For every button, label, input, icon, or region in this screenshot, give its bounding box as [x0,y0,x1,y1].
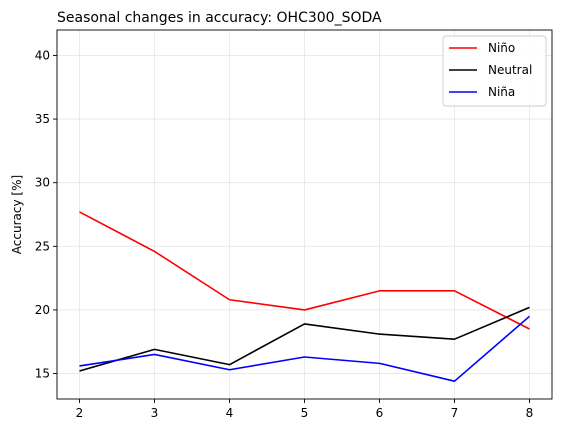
legend: Niño Neutral Niña [442,35,547,107]
x-tick-label: 4 [226,406,234,420]
y-tick-label: 40 [35,48,50,62]
x-tick-label: 2 [76,406,84,420]
chart-title: Seasonal changes in accuracy: OHC300_SOD… [57,10,382,26]
y-tick-label: 15 [35,367,50,381]
x-tick-label: 7 [451,406,459,420]
series-line-neutral [79,306,530,372]
series-lines [79,211,531,382]
legend-label-nino: Niño [488,41,515,55]
x-tick-label: 5 [301,406,309,420]
y-axis: 15 20 25 30 35 40 [35,48,57,381]
series-line-nina [79,315,531,382]
series-line-nino [79,211,530,330]
x-axis: 2 3 4 5 6 7 8 [76,399,534,420]
legend-label-nina: Niña [488,85,515,99]
legend-box [442,35,547,107]
x-tick-label: 8 [526,406,534,420]
y-tick-label: 20 [35,303,50,317]
x-tick-label: 6 [376,406,384,420]
y-tick-label: 25 [35,239,50,253]
y-axis-label: Accuracy [%] [10,175,24,254]
legend-label-neutral: Neutral [488,63,532,77]
x-tick-label: 3 [151,406,159,420]
y-tick-label: 35 [35,112,50,126]
y-tick-label: 30 [35,176,50,190]
